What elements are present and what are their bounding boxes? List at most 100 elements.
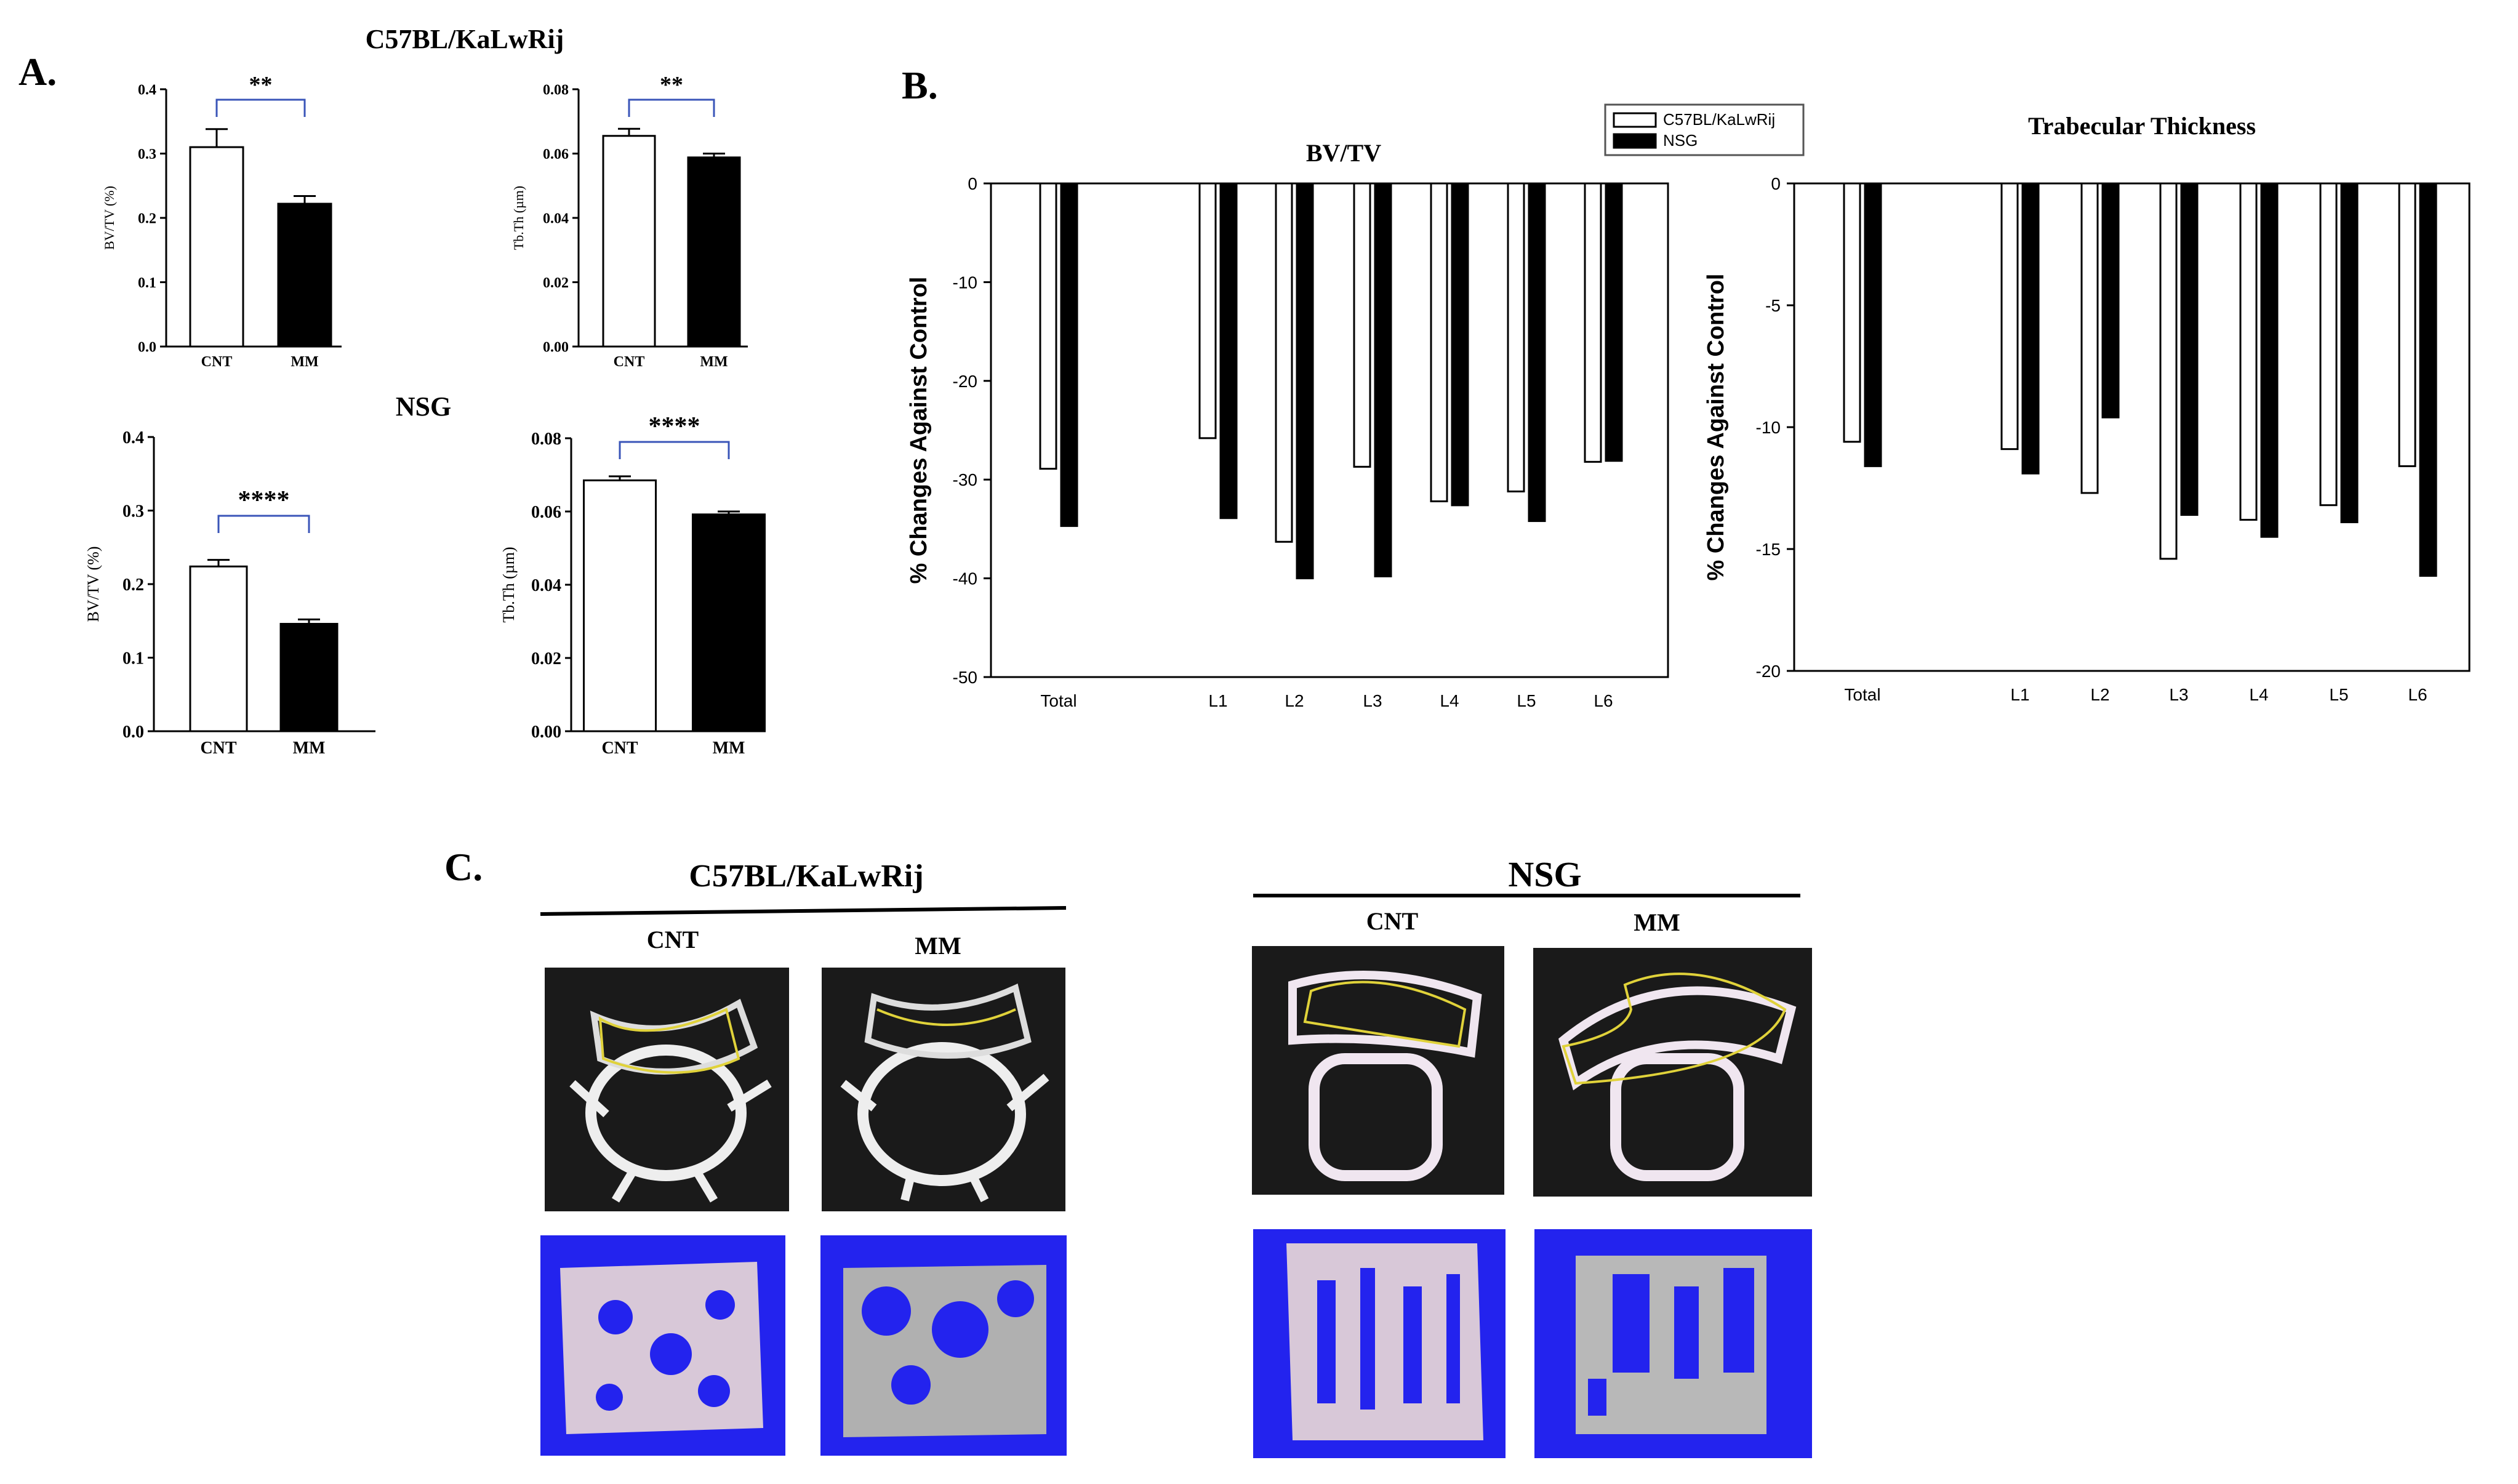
x-tick-label: CNT	[614, 354, 645, 370]
y-tick-label: 0	[968, 174, 977, 193]
y-tick-label: -10	[1756, 418, 1781, 437]
y-axis-label: Tb.Th (µm)	[500, 547, 518, 622]
y-tick-label: 0.0	[138, 339, 156, 355]
bar-cnt	[189, 146, 244, 348]
significance-bracket	[215, 98, 306, 117]
y-tick-label: 0.2	[122, 576, 144, 595]
chart-title: Trabecular Thickness	[2028, 112, 2256, 140]
x-tick-label: L1	[1208, 691, 1227, 710]
significance-bracket	[619, 441, 730, 459]
y-tick-label: 0.04	[531, 576, 561, 595]
x-tick-label: L2	[1285, 691, 1304, 710]
significance-label: ****	[649, 412, 700, 441]
significance-label: ****	[238, 486, 290, 515]
bar-total-nsg	[1060, 182, 1078, 527]
col-label-c57-mm: MM	[915, 932, 961, 960]
bar-l4-nsg	[2260, 182, 2279, 538]
bar-l3-nsg	[2180, 182, 2199, 516]
x-tick-label: L3	[1363, 691, 1382, 710]
bar-cnt	[602, 135, 656, 348]
bar-l3-nsg	[1374, 182, 1392, 577]
x-tick-label: L2	[2090, 685, 2109, 704]
y-tick-label: -50	[953, 668, 977, 687]
bar-l1-c57	[2000, 182, 2019, 451]
x-tick-label: CNT	[201, 354, 233, 370]
bar-l2-nsg	[1296, 182, 1314, 580]
x-tick-label: CNT	[200, 739, 236, 758]
bar-l1-c57	[1198, 182, 1217, 439]
significance-label: **	[660, 72, 683, 98]
bar-l4-c57	[2239, 182, 2258, 521]
group-underline-c57	[540, 906, 1067, 916]
bar-l1-nsg	[2021, 182, 2040, 475]
strain-title-nsg: NSG	[396, 391, 451, 422]
y-tick-label: -40	[953, 569, 977, 588]
render-3d-c57-cnt	[540, 1235, 785, 1456]
y-tick-label: -5	[1765, 296, 1781, 315]
y-tick-label: 0.3	[138, 146, 156, 162]
bar-mm	[687, 156, 741, 348]
x-tick-label: L1	[2010, 685, 2029, 704]
y-tick-label: 0.04	[543, 211, 569, 227]
legend-label-c57: C57BL/KaLwRij	[1663, 110, 1775, 129]
y-tick-label: -20	[1756, 662, 1781, 681]
x-tick-label: MM	[293, 739, 326, 758]
plot-frame	[1793, 182, 2471, 672]
bar-l4-nsg	[1451, 182, 1469, 507]
bar-l6-nsg	[2419, 182, 2437, 577]
bar-cnt	[189, 565, 248, 732]
legend-label-nsg: NSG	[1663, 131, 1698, 150]
bar-chart-tbth-c57: 0.00 0.02 0.04 0.06 0.08 CNT MM ** Tb.Th (µm)	[511, 72, 748, 370]
bar-chart-tbth-nsg: 0.00 0.02 0.04 0.06 0.08 CNT MM **** Tb.Th (µm)	[500, 412, 766, 758]
x-tick-label: L3	[2169, 685, 2188, 704]
y-axis-label: BV/TV (%)	[102, 186, 117, 250]
y-tick-label: 0.08	[543, 82, 569, 98]
y-tick-label: 0.06	[531, 503, 561, 522]
col-label-c57-cnt: CNT	[647, 926, 699, 953]
legend: C57BL/KaLwRij NSG	[1604, 103, 1805, 156]
bar-cnt	[583, 479, 657, 732]
y-tick-label: 0.06	[543, 146, 569, 162]
strain-title-c57: C57BL/KaLwRij	[366, 24, 564, 54]
render-3d-c57-mm	[820, 1235, 1067, 1456]
y-tick-label: 0.08	[531, 430, 561, 449]
bar-chart-bvtv-nsg: 0.0 0.1 0.2 0.3 0.4 CNT MM **** BV/TV (%)	[84, 428, 375, 758]
bar-chart-bvtv-change: 0 -10 -20 -30 -40 -50 Total L1 L2 L3 L4 L5 L6 BV/TV % …	[906, 139, 1669, 710]
y-tick-label: -20	[953, 372, 977, 391]
bar-chart-bvtv-c57: 0.0 0.1 0.2 0.3 0.4 CNT MM ** BV/TV (%)	[102, 72, 342, 370]
bar-l5-c57	[2319, 182, 2338, 507]
plot-frame	[990, 182, 1669, 678]
bar-mm	[279, 623, 339, 732]
render-3d-nsg-mm	[1534, 1229, 1812, 1458]
significance-bracket	[628, 98, 715, 117]
y-tick-label: 0.02	[531, 649, 561, 668]
x-tick-label: MM	[291, 354, 318, 370]
y-tick-label: 0.4	[138, 82, 156, 98]
x-tick-label: L6	[2408, 685, 2427, 704]
y-tick-label: 0.0	[122, 723, 144, 742]
y-tick-label: 0	[1771, 174, 1781, 193]
y-tick-label: 0.02	[543, 275, 569, 291]
panel-a-label: A.	[18, 50, 57, 94]
y-tick-label: -15	[1756, 540, 1781, 559]
y-tick-label: 0.4	[122, 428, 144, 447]
group-title-c57: C57BL/KaLwRij	[689, 859, 923, 894]
microct-image-c57-mm	[822, 968, 1065, 1211]
bar-chart-tbth-change: 0 -5 -10 -15 -20 Total L1 L2 L3 L4 L5 L6 Trabecular …	[1703, 112, 2471, 704]
render-3d-nsg-cnt	[1253, 1229, 1506, 1458]
bar-l5-nsg	[2340, 182, 2359, 523]
x-tick-label: MM	[700, 354, 728, 370]
bar-l6-c57	[1584, 182, 1602, 463]
bar-l4-c57	[1430, 182, 1448, 502]
y-tick-label: 0.2	[138, 211, 156, 227]
y-tick-label: 0.3	[122, 502, 144, 521]
y-axis-label: Tb.Th (µm)	[511, 186, 526, 250]
significance-label: **	[249, 72, 273, 98]
col-label-nsg-cnt: CNT	[1366, 907, 1419, 935]
panel-c-label: C.	[444, 845, 483, 889]
y-tick-label: -30	[953, 470, 977, 489]
legend-swatch-nsg	[1613, 133, 1657, 149]
bar-l1-nsg	[1219, 182, 1238, 519]
bar-mm	[692, 513, 766, 732]
